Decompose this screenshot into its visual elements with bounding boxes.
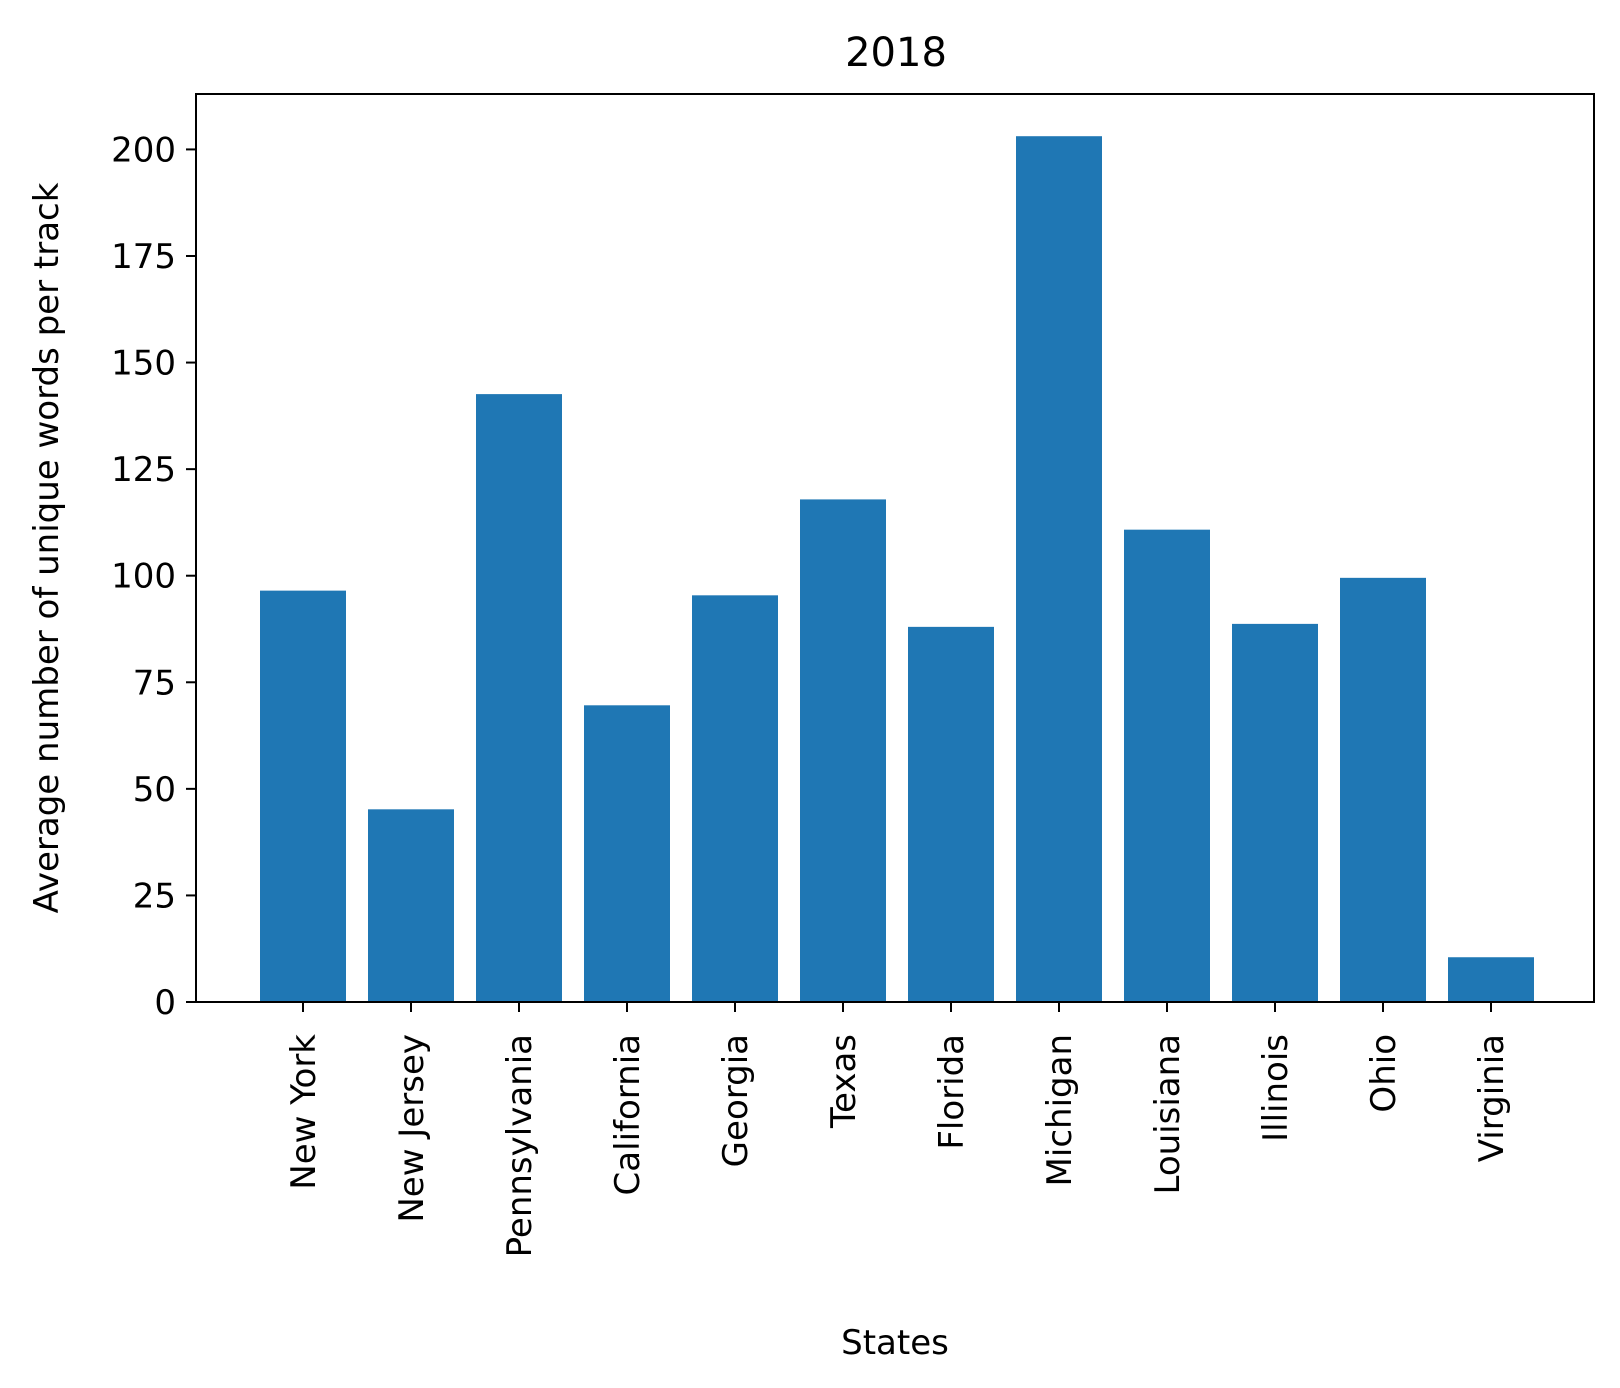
x-tick-label: Illinois <box>1256 1034 1296 1142</box>
y-tick-label: 25 <box>133 876 176 916</box>
bar-new-york <box>260 590 346 1002</box>
y-tick-label: 100 <box>111 557 176 597</box>
x-tick-label: Pennsylvania <box>500 1034 540 1257</box>
bar-california <box>584 705 670 1002</box>
bar-texas <box>800 499 886 1002</box>
x-tick-label: Georgia <box>716 1034 756 1167</box>
x-tick-label: California <box>608 1034 648 1195</box>
x-tick-label: New York <box>284 1034 324 1190</box>
x-axis-label: States <box>841 1323 949 1363</box>
bar-illinois <box>1232 623 1318 1002</box>
y-tick-label: 50 <box>133 770 176 810</box>
chart-title: 2018 <box>845 30 947 76</box>
y-axis: 0 25 50 75 100 125 150 175 200 <box>111 130 196 1023</box>
bar-virginia <box>1448 957 1534 1002</box>
x-axis: New York New Jersey Pennsylvania California… <box>284 1002 1512 1257</box>
bar-louisiana <box>1124 529 1210 1002</box>
y-tick-label: 75 <box>133 663 176 703</box>
x-tick-label: Louisiana <box>1148 1034 1188 1195</box>
y-tick-label: 125 <box>111 450 176 490</box>
x-tick-label: Texas <box>824 1034 864 1129</box>
y-tick-label: 175 <box>111 237 176 277</box>
y-tick-label: 150 <box>111 344 176 384</box>
bars-group <box>260 136 1534 1003</box>
y-tick-label: 0 <box>154 983 176 1023</box>
x-tick-label: New Jersey <box>392 1034 432 1223</box>
x-tick-label: Michigan <box>1040 1034 1080 1186</box>
bar-michigan <box>1016 136 1102 1002</box>
bar-pennsylvania <box>476 394 562 1003</box>
plot-frame <box>195 93 1595 1003</box>
bar-new-jersey <box>368 809 454 1002</box>
y-tick-label: 200 <box>111 130 176 170</box>
x-tick-label: Virginia <box>1472 1034 1512 1162</box>
bar-georgia <box>692 595 778 1002</box>
y-axis-label: Average number of unique words per track <box>27 182 67 913</box>
bar-florida <box>908 626 994 1002</box>
x-tick-label: Florida <box>932 1034 972 1150</box>
bar-ohio <box>1340 577 1426 1002</box>
x-tick-label: Ohio <box>1364 1034 1404 1113</box>
